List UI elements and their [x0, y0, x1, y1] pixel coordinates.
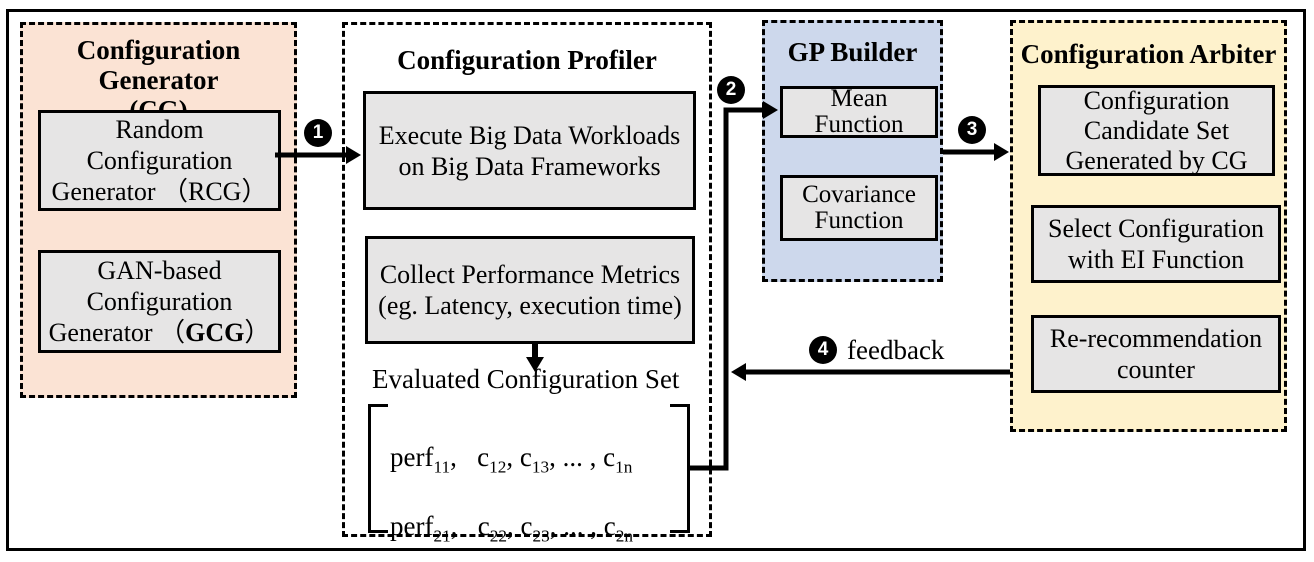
matrix-row: perf21, c22, c23, ... , c2n — [390, 511, 633, 546]
panel-gp-builder: GP Builder Mean Function Covariance Functi… — [762, 20, 943, 282]
matrix-left-bracket — [368, 404, 388, 533]
panel-title-gp: GP Builder — [787, 37, 918, 67]
panel-configuration-arbiter: Configuration Arbiter Configuration Candi… — [1010, 20, 1287, 432]
panel-title-arbiter: Configuration Arbiter — [1020, 39, 1277, 69]
box-execute-workloads: Execute Big Data Workloads on Big Data Fr… — [363, 91, 696, 210]
step-badge-1: 1 — [304, 119, 332, 147]
evaluated-set-label: Evaluated Configuration Set — [372, 364, 680, 394]
matrix-row: perf11, c12, c13, ... , c1n — [390, 442, 633, 477]
feedback-label: feedback — [847, 335, 945, 365]
box-collect-metrics: Collect Performance Metrics (eg. Latency,… — [365, 236, 695, 344]
box-gcg: GAN-based Configuration Generator （GCG） — [38, 250, 281, 353]
panel-configuration-generator: Configuration Generator (CG) RandomConfi… — [20, 22, 297, 398]
step-badge-3: 3 — [958, 116, 986, 144]
box-covariance-function: Covariance Function — [780, 175, 938, 241]
box-candidate-set: Configuration Candidate Set Generated by C… — [1038, 85, 1275, 176]
matrix-right-bracket — [670, 404, 690, 533]
evaluated-configuration-matrix: perf11, c12, c13, ... , c1n perf21, c22,… — [390, 405, 667, 562]
step-badge-2: 2 — [717, 76, 745, 104]
step-badge-4: 4 — [809, 336, 837, 364]
box-re-recommendation-counter: Re-recommendation counter — [1031, 315, 1281, 393]
box-mean-function: Mean Function — [780, 86, 938, 138]
box-rcg: Random Configuration Generator （RCG） — [38, 110, 281, 211]
box-select-configuration: Select Configuration with EI Function — [1031, 205, 1281, 283]
outer-frame — [6, 9, 1306, 551]
cg-title-line1: Configuration Generator — [76, 35, 241, 95]
panel-title-profiler: Configuration Profiler — [397, 45, 657, 75]
